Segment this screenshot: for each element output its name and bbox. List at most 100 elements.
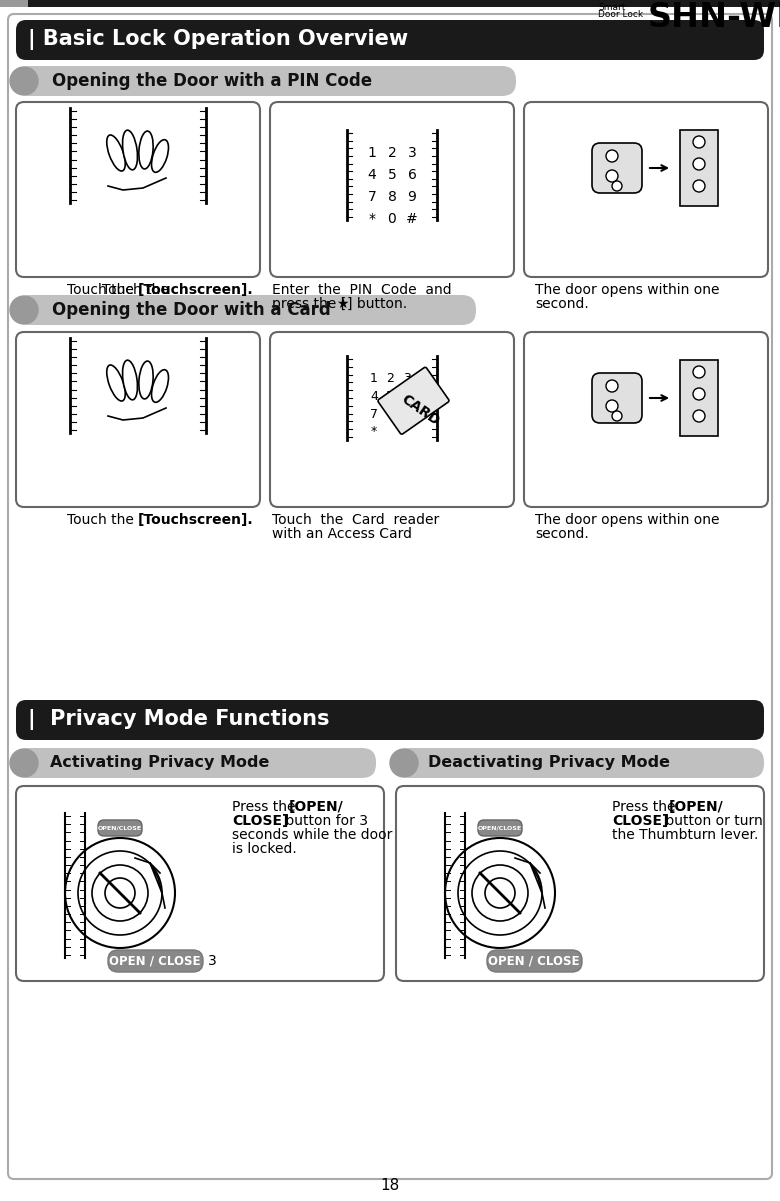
Text: 18: 18 [381,1177,399,1193]
Circle shape [78,852,162,936]
Text: with an Access Card: with an Access Card [272,527,412,540]
Text: *: * [368,213,375,226]
Circle shape [693,388,705,400]
FancyBboxPatch shape [16,331,260,507]
Text: SHN-WDD510: SHN-WDD510 [648,1,780,34]
FancyBboxPatch shape [378,368,449,435]
Circle shape [390,749,418,777]
Text: Opening the Door with a Card: Opening the Door with a Card [52,301,331,319]
Circle shape [472,865,528,921]
Circle shape [485,878,515,908]
Bar [0,0,780,7]
Text: CLOSE]: CLOSE] [232,814,289,827]
Circle shape [10,67,38,95]
Text: [Touchscreen].: [Touchscreen]. [138,513,254,527]
Text: [Touchscreen].: [Touchscreen]. [138,283,254,297]
Text: 7: 7 [370,407,378,420]
Text: |  Privacy Mode Functions: | Privacy Mode Functions [28,710,329,730]
Circle shape [693,136,705,148]
Text: Smart: Smart [598,2,626,12]
Ellipse shape [151,139,168,172]
Text: [OPEN/: [OPEN/ [289,800,344,814]
Text: 4: 4 [367,168,377,183]
Circle shape [105,878,135,908]
Circle shape [693,366,705,378]
Text: 0: 0 [388,213,396,226]
Text: 4: 4 [370,389,378,402]
Circle shape [10,749,38,777]
Text: 5: 5 [386,389,394,402]
Ellipse shape [107,365,126,401]
Circle shape [693,180,705,192]
Text: ★: ★ [336,297,349,311]
Circle shape [606,150,618,162]
Ellipse shape [107,135,126,171]
Bar [0,0,28,7]
Text: Activating Privacy Mode: Activating Privacy Mode [50,755,269,771]
Circle shape [10,295,38,324]
Text: Press the: Press the [612,800,680,814]
Text: 5: 5 [388,168,396,183]
Circle shape [606,171,618,183]
Circle shape [693,159,705,171]
Text: 2: 2 [386,371,394,384]
FancyBboxPatch shape [478,820,522,836]
FancyBboxPatch shape [592,374,642,423]
Circle shape [612,411,622,422]
FancyBboxPatch shape [8,14,772,1179]
Text: OPEN / CLOSE: OPEN / CLOSE [488,955,580,968]
Text: press the [: press the [ [272,297,346,311]
Ellipse shape [139,362,153,399]
Text: 9: 9 [408,190,417,204]
Text: *: * [370,425,377,438]
Circle shape [65,838,175,948]
FancyBboxPatch shape [16,20,764,60]
Text: is locked.: is locked. [232,842,296,856]
Text: 2: 2 [388,147,396,160]
FancyBboxPatch shape [16,785,384,981]
Text: 1: 1 [367,147,377,160]
Text: 8: 8 [388,190,396,204]
Text: second.: second. [535,527,589,540]
Ellipse shape [151,370,168,402]
FancyBboxPatch shape [16,102,260,277]
Ellipse shape [139,131,153,169]
Circle shape [693,410,705,422]
Text: #: # [406,213,418,226]
FancyBboxPatch shape [16,700,764,740]
Text: The door opens within one: The door opens within one [535,283,719,297]
Text: 3: 3 [403,371,411,384]
FancyBboxPatch shape [98,820,142,836]
FancyBboxPatch shape [487,950,582,972]
Text: second.: second. [535,297,589,311]
Circle shape [606,400,618,412]
Ellipse shape [122,360,137,400]
FancyBboxPatch shape [524,331,768,507]
Text: Deactivating Privacy Mode: Deactivating Privacy Mode [428,755,670,771]
Text: Touch the: Touch the [102,283,174,297]
Circle shape [606,380,618,392]
FancyBboxPatch shape [16,295,476,325]
Circle shape [92,865,148,921]
Bar [680,360,718,436]
FancyBboxPatch shape [396,748,764,778]
Text: Press the: Press the [232,800,300,814]
Text: the Thumbturn lever.: the Thumbturn lever. [612,827,758,842]
Text: ] button.: ] button. [347,297,407,311]
Text: OPEN/CLOSE: OPEN/CLOSE [478,825,522,831]
Text: Opening the Door with a PIN Code: Opening the Door with a PIN Code [52,72,372,90]
Text: [OPEN/: [OPEN/ [669,800,724,814]
FancyBboxPatch shape [16,66,516,96]
Text: button or turn: button or turn [661,814,763,827]
Circle shape [445,838,555,948]
FancyBboxPatch shape [270,331,514,507]
FancyBboxPatch shape [108,950,203,972]
FancyBboxPatch shape [524,102,768,277]
Text: CARD: CARD [399,392,441,428]
Text: 6: 6 [408,168,417,183]
Text: CLOSE]: CLOSE] [612,814,668,827]
Text: Door Lock: Door Lock [598,10,644,19]
Text: Touch the: Touch the [67,513,138,527]
Text: The door opens within one: The door opens within one [535,513,719,527]
Circle shape [458,852,542,936]
